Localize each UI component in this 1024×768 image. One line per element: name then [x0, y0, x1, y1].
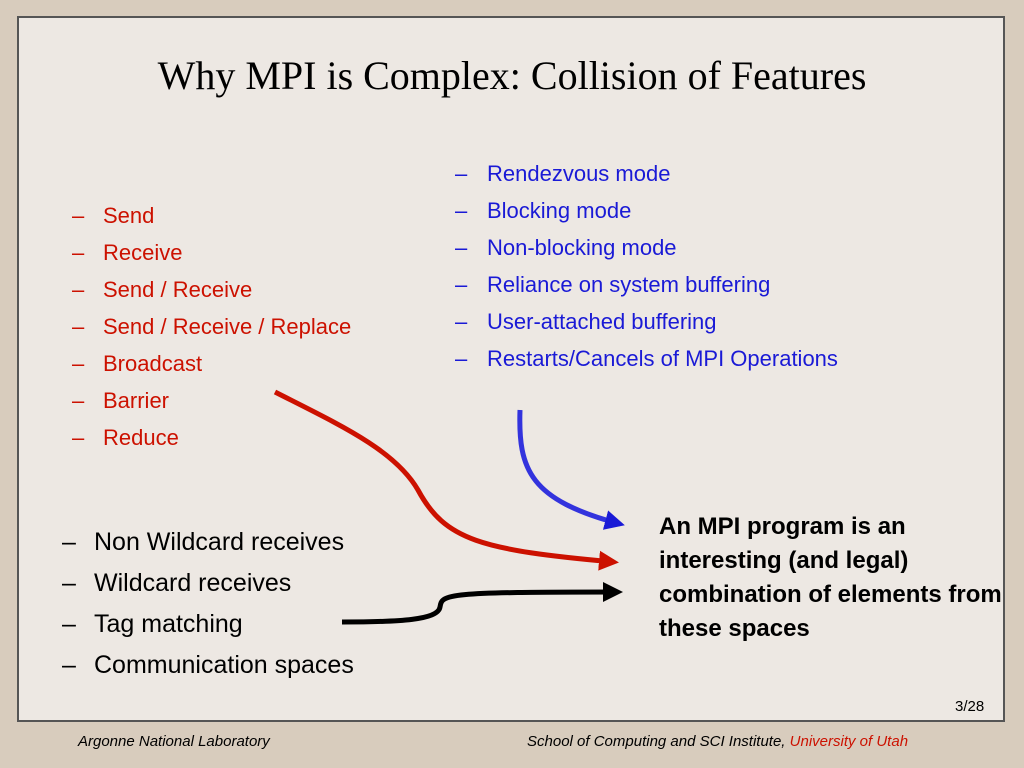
list-item: – Communication spaces: [62, 651, 354, 679]
page-number: 3/28: [955, 698, 985, 715]
list-item: – Broadcast: [72, 351, 203, 376]
list-item: – Send: [72, 203, 155, 228]
list-item: – Blocking mode: [455, 198, 632, 223]
slide-frame: [17, 16, 1005, 722]
red-arrow: [273, 389, 619, 571]
list-item: – Non Wildcard receives: [62, 528, 345, 556]
callout-text: An MPI program is an interesting (and le…: [659, 513, 1002, 642]
black-arrow: [341, 582, 623, 625]
footer-institution: Argonne National Laboratory: [78, 733, 270, 750]
blue-arrow: [517, 409, 625, 530]
collective-ops-list: – Send – Receive – Send / Receive – Send / R…: [72, 203, 351, 462]
list-item: – Rendezvous mode: [455, 161, 671, 186]
list-item: – Restarts/Cancels of MPI Operations: [455, 346, 838, 371]
list-item: – Send / Receive / Replace: [72, 314, 352, 339]
list-item: – Send / Receive: [72, 277, 253, 302]
receive-features-list: – Non Wildcard receives – Wildcard receive…: [62, 528, 354, 692]
list-item: – Wildcard receives: [62, 569, 292, 597]
slide-title: Why MPI is Complex: Collision of Feature…: [157, 53, 867, 98]
footer-school: School of Computing and SCI Institute, U…: [527, 733, 909, 750]
list-item: – Reduce: [72, 425, 179, 450]
list-item: – Receive: [72, 240, 183, 265]
list-item: – User-attached buffering: [455, 309, 717, 334]
list-item: – Non-blocking mode: [455, 235, 677, 260]
list-item: – Tag matching: [62, 610, 243, 638]
list-item: – Reliance on system buffering: [455, 272, 771, 297]
send-modes-list: – Rendezvous mode – Blocking mode – Non-blo…: [455, 161, 838, 383]
footer-university: University of Utah: [789, 733, 909, 750]
list-item: – Barrier: [72, 388, 170, 413]
